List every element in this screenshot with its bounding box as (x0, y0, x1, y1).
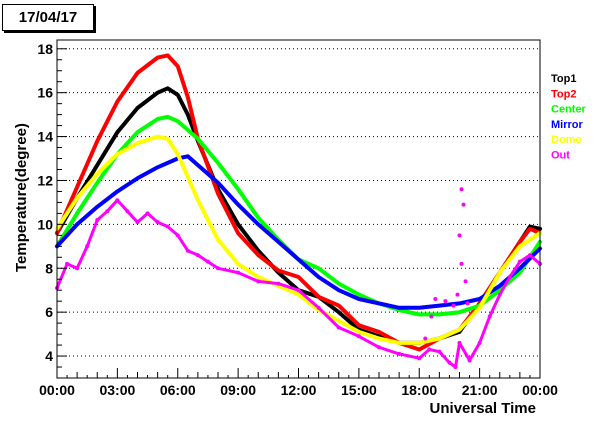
out-point (135, 220, 140, 225)
out-point (296, 288, 301, 293)
legend-top2: Top2 (551, 88, 576, 100)
y-tick-label: 18 (37, 41, 53, 57)
out-point (437, 349, 442, 354)
out-point (105, 209, 110, 214)
out-spike-point (459, 187, 464, 192)
x-tick-label: 00:00 (522, 382, 558, 398)
out-spike-point (443, 299, 448, 304)
x-tick-label: 03:00 (99, 382, 135, 398)
series-out-line (55, 198, 542, 369)
series-layer (55, 53, 542, 370)
legend-out: Out (551, 150, 570, 162)
y-tick-label: 14 (37, 129, 53, 145)
out-point (256, 279, 261, 284)
y-axis-label: Temperature(degree) (13, 123, 30, 272)
series-dome-line (55, 134, 542, 345)
legend: Top1 Top2 Center Mirror Dome Out (551, 73, 587, 162)
out-point (236, 270, 241, 275)
x-tick-label: 21:00 (462, 382, 498, 398)
out-point (457, 340, 462, 345)
out-spike-point (463, 279, 468, 284)
legend-mirror: Mirror (551, 119, 584, 131)
y-tick-label: 16 (37, 85, 53, 101)
out-spike-point (433, 296, 438, 301)
out-point (276, 281, 281, 286)
out-point (517, 259, 522, 264)
out-point (85, 244, 90, 249)
out-point (397, 351, 402, 356)
out-point (195, 253, 200, 258)
x-axis-label: Universal Time (430, 400, 536, 417)
out-point (125, 209, 130, 214)
out-spike-point (465, 301, 470, 306)
out-point (155, 220, 160, 225)
out-point (467, 358, 472, 363)
out-point (427, 347, 432, 352)
plot-frame (56, 39, 541, 379)
out-spike-point (423, 336, 428, 341)
out-point (356, 334, 361, 339)
out-point (175, 233, 180, 238)
out-spike-point (429, 314, 434, 319)
out-point (497, 292, 502, 297)
out-point (527, 253, 532, 258)
x-tick-label: 12:00 (281, 382, 317, 398)
out-spike-point (457, 233, 462, 238)
x-tick-label: 00:00 (39, 382, 75, 398)
x-tick-label: 18:00 (401, 382, 437, 398)
out-point (453, 365, 458, 370)
out-spike-point (461, 202, 466, 207)
series-mirror-line (55, 154, 542, 310)
out-point (447, 360, 452, 365)
legend-dome: Dome (551, 134, 582, 146)
y-tick-label: 4 (45, 348, 53, 364)
out-point (336, 325, 341, 330)
out-spike-point (455, 292, 460, 297)
x-tick-label: 15:00 (341, 382, 377, 398)
out-point (216, 266, 220, 271)
out-spike-point (459, 261, 464, 266)
out-point (487, 314, 492, 319)
out-point (165, 224, 170, 229)
out-point (477, 340, 482, 345)
y-tick-label: 12 (37, 172, 53, 188)
out-spike-point (451, 303, 456, 308)
y-tick-label: 8 (45, 260, 53, 276)
out-point (417, 356, 422, 361)
out-point (95, 217, 100, 222)
x-tick-label: 09:00 (220, 382, 256, 398)
out-point (75, 266, 80, 271)
out-point (145, 211, 150, 216)
y-axis: 4 6 8 10 12 14 16 18 (37, 41, 67, 368)
out-point (316, 305, 321, 310)
legend-top1: Top1 (551, 73, 576, 85)
legend-center: Center (551, 104, 587, 116)
series-top2-line (55, 53, 542, 352)
chart-title: 17/04/17 (2, 4, 94, 31)
out-point (185, 248, 190, 253)
x-axis: 00:00 03:00 06:00 09:00 12:00 15:00 18:00 21:00… (39, 368, 558, 398)
out-point (115, 198, 120, 203)
out-point (205, 259, 210, 264)
out-point (507, 275, 512, 280)
y-tick-label: 10 (37, 216, 53, 232)
x-tick-label: 06:00 (160, 382, 196, 398)
out-point (377, 345, 381, 350)
y-tick-label: 6 (45, 304, 53, 320)
out-point (65, 261, 70, 266)
